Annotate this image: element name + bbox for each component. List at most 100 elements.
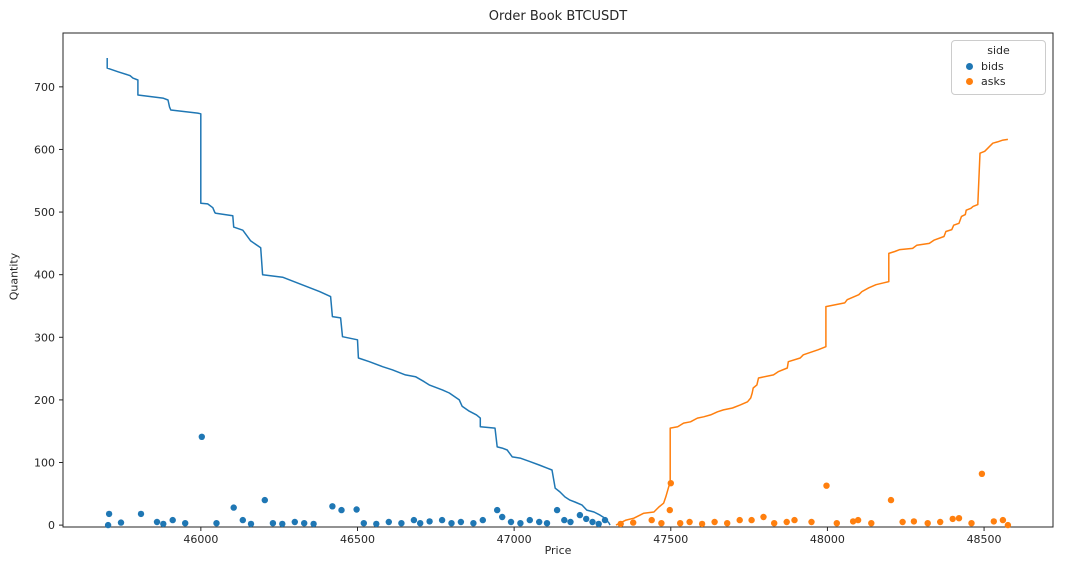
- y-axis-label: Quantity: [7, 252, 21, 301]
- bids-order-sizes-point: [338, 506, 345, 514]
- x-tick-label: 47000: [497, 533, 532, 546]
- asks-order-sizes-point: [823, 482, 830, 489]
- asks-order-sizes-point: [849, 518, 857, 525]
- asks-order-sizes-point: [899, 518, 906, 526]
- bids-order-sizes-point: [213, 520, 220, 527]
- bids-order-sizes-point: [385, 518, 392, 526]
- y-tick-label: 400: [34, 269, 55, 282]
- y-tick-label: 0: [48, 519, 55, 532]
- bids-order-sizes-point: [137, 510, 145, 518]
- bids-order-sizes-point: [426, 518, 433, 525]
- asks-marker-icon: [966, 78, 973, 85]
- bids-order-sizes-point: [169, 516, 176, 524]
- bids-order-sizes-point: [448, 520, 455, 527]
- bids-order-sizes-point: [553, 506, 561, 514]
- x-tick-label: 48000: [810, 533, 845, 546]
- bids-order-sizes-point: [261, 496, 268, 504]
- bids-order-sizes-point: [104, 521, 112, 529]
- bids-order-sizes-point: [507, 518, 515, 526]
- bids-order-sizes-point: [269, 520, 277, 527]
- y-tick-label: 700: [34, 81, 55, 94]
- bids-order-sizes-point: [279, 520, 286, 528]
- bids-order-sizes-point: [198, 433, 205, 440]
- asks-order-sizes-point: [910, 518, 918, 525]
- bids-order-sizes-point: [601, 516, 609, 524]
- asks-order-sizes-point: [748, 516, 755, 524]
- bids-order-sizes-point: [105, 510, 113, 518]
- bids-order-sizes-point: [373, 520, 380, 528]
- bids-order-sizes-point: [536, 518, 543, 526]
- asks-order-sizes-point: [990, 518, 997, 525]
- asks-order-sizes-point: [630, 519, 637, 526]
- asks-order-sizes-point: [736, 516, 743, 524]
- bids-order-sizes-point: [247, 520, 255, 528]
- asks-order-sizes-point: [937, 518, 944, 526]
- y-tick-label: 100: [34, 457, 55, 470]
- bids-order-sizes-point: [410, 516, 418, 524]
- asks-order-sizes-point: [868, 520, 875, 527]
- asks-order-sizes-point: [783, 518, 790, 526]
- x-tick-label: 47500: [653, 533, 688, 546]
- bids-order-sizes-point: [576, 511, 584, 519]
- bids-order-sizes-point: [182, 520, 189, 527]
- asks-order-sizes-point: [667, 480, 674, 487]
- bids-order-sizes-point: [479, 516, 486, 524]
- y-tick-label: 200: [34, 394, 55, 407]
- asks-order-sizes-point: [791, 516, 798, 524]
- bids-order-sizes-point: [543, 520, 551, 527]
- asks-order-sizes-point: [1004, 521, 1012, 529]
- legend-title: side: [987, 44, 1010, 57]
- asks-order-sizes-point: [833, 520, 840, 527]
- bids-order-sizes-point: [457, 518, 465, 526]
- axes-spines: [62, 32, 1054, 528]
- bids-order-sizes-point: [230, 504, 237, 511]
- y-tick-label: 600: [34, 143, 55, 156]
- bids-order-sizes-point: [353, 506, 360, 513]
- asks-order-sizes-point: [666, 506, 673, 514]
- asks-order-sizes-point: [698, 520, 706, 528]
- asks-order-sizes-point: [724, 520, 731, 527]
- asks-order-sizes-point: [677, 520, 684, 527]
- asks-order-sizes-point: [968, 520, 975, 527]
- asks-order-sizes-point: [978, 470, 986, 477]
- asks-order-sizes-point: [648, 516, 655, 524]
- bids-order-sizes-point: [417, 520, 424, 527]
- x-tick-label: 46500: [340, 533, 375, 546]
- bids-order-sizes-point: [561, 516, 568, 524]
- bids-order-sizes-point: [291, 518, 298, 526]
- bids-order-sizes-point: [310, 520, 317, 528]
- bids-order-sizes-point: [438, 516, 446, 524]
- asks-order-sizes-point: [854, 516, 862, 524]
- asks-order-sizes-point: [617, 520, 624, 528]
- bids-order-sizes-point: [567, 518, 574, 526]
- bids-marker-icon: [966, 63, 973, 70]
- bids-order-sizes-point: [153, 518, 161, 526]
- x-tick-label: 48500: [967, 533, 1002, 546]
- asks-order-sizes-point: [760, 513, 767, 521]
- asks-order-sizes-point: [887, 496, 895, 504]
- asks-order-sizes-point: [924, 520, 931, 527]
- bids-order-sizes-point: [329, 503, 336, 510]
- bids-order-sizes-point: [470, 520, 477, 527]
- bids-cumulative-depth-line: [106, 58, 611, 526]
- chart-title: Order Book BTCUSDT: [488, 9, 628, 24]
- bids-order-sizes-point: [494, 506, 501, 514]
- bids-order-sizes-point: [583, 515, 590, 523]
- asks-cumulative-depth-line: [615, 138, 1009, 526]
- legend-label-asks: asks: [981, 75, 1006, 88]
- asks-order-sizes-point: [711, 518, 718, 526]
- asks-order-sizes-point: [949, 515, 956, 523]
- bids-order-sizes-point: [301, 520, 308, 527]
- asks-order-sizes-point: [771, 520, 778, 527]
- asks-order-sizes-point: [808, 518, 815, 526]
- bids-order-sizes-point: [239, 516, 246, 524]
- bids-order-sizes-point: [517, 520, 524, 527]
- bids-order-sizes-point: [117, 519, 125, 526]
- legend-item-asks: asks: [958, 74, 1039, 89]
- legend-item-bids: bids: [958, 59, 1039, 74]
- legend-label-bids: bids: [981, 60, 1004, 73]
- asks-order-sizes-point: [658, 520, 665, 527]
- bids-order-sizes-point: [160, 520, 167, 528]
